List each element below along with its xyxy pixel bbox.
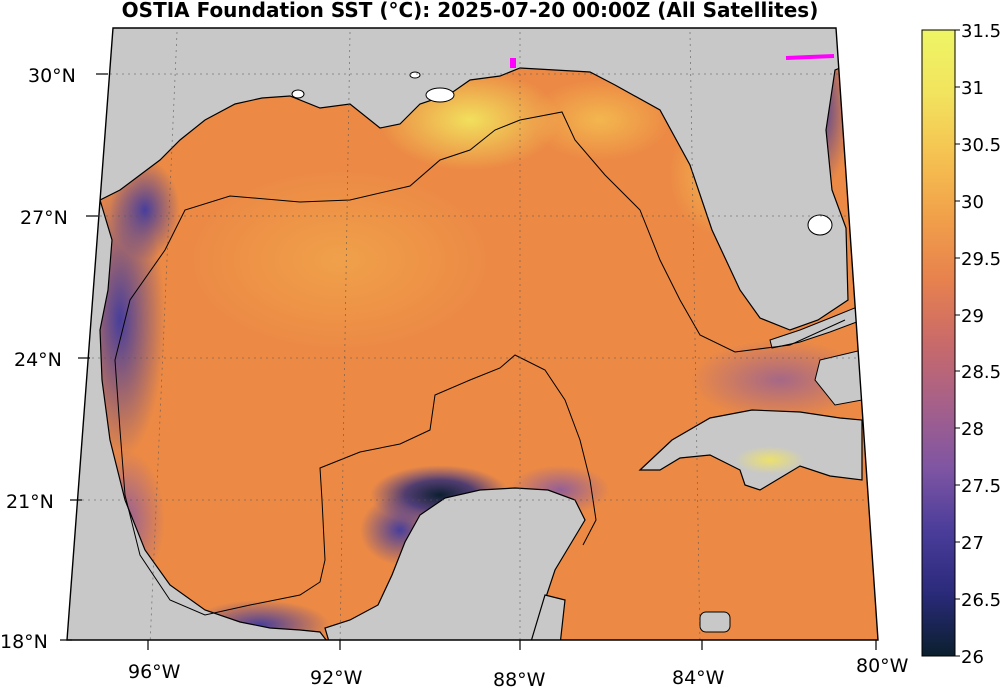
- colorbar-tick-label: 31.5: [961, 21, 1001, 42]
- colorbar-tick-label: 28: [961, 419, 984, 440]
- lat-label: 30°N: [28, 65, 76, 87]
- colorbar-tick-label: 27: [961, 533, 984, 554]
- colorbar-tick-label: 30.5: [961, 135, 1001, 156]
- colorbar-tick-label: 26: [961, 647, 984, 668]
- colorbar-tick-label: 29: [961, 306, 984, 327]
- mexico-west-land: [67, 199, 332, 640]
- colorbar-tick-label: 27.5: [961, 476, 1001, 497]
- lon-label: 80°W: [856, 655, 909, 677]
- lat-label: 24°N: [14, 349, 62, 371]
- lake-pontchartrain: [425, 87, 455, 103]
- highlight-marker: [510, 58, 516, 68]
- map-area: [67, 28, 878, 640]
- colorbar-ticks: [955, 29, 960, 657]
- map-frame: [66, 27, 879, 641]
- lat-label: 21°N: [6, 491, 54, 513]
- bahamas-land: [814, 349, 863, 406]
- lon-label: 92°W: [310, 667, 363, 688]
- us-gulf-coast-land: [67, 28, 861, 331]
- lat-label: 18°N: [0, 631, 48, 653]
- colorbar-tick-label: 30: [961, 192, 984, 213]
- lon-label: 96°W: [128, 661, 181, 683]
- axis-ticks: [60, 73, 877, 650]
- highlight-segment: [785, 54, 835, 60]
- lat-label: 27°N: [20, 207, 68, 229]
- map-title: OSTIA Foundation SST (°C): 2025-07-20 00…: [121, 0, 819, 22]
- colorbar-tick-label: 29.5: [961, 249, 1001, 270]
- colorbar-tick-label: 26.5: [961, 590, 1001, 611]
- lon-label: 88°W: [493, 669, 546, 688]
- lake-okeechobee: [807, 214, 833, 236]
- lon-label: 84°W: [672, 667, 725, 688]
- colorbar: [921, 29, 956, 657]
- central-america-land: [529, 594, 566, 640]
- colorbar-tick-label: 28.5: [961, 362, 1001, 383]
- colorbar-tick-label: 31: [961, 78, 984, 99]
- eez-boundary-line: [114, 111, 846, 496]
- graticule: [82, 31, 868, 640]
